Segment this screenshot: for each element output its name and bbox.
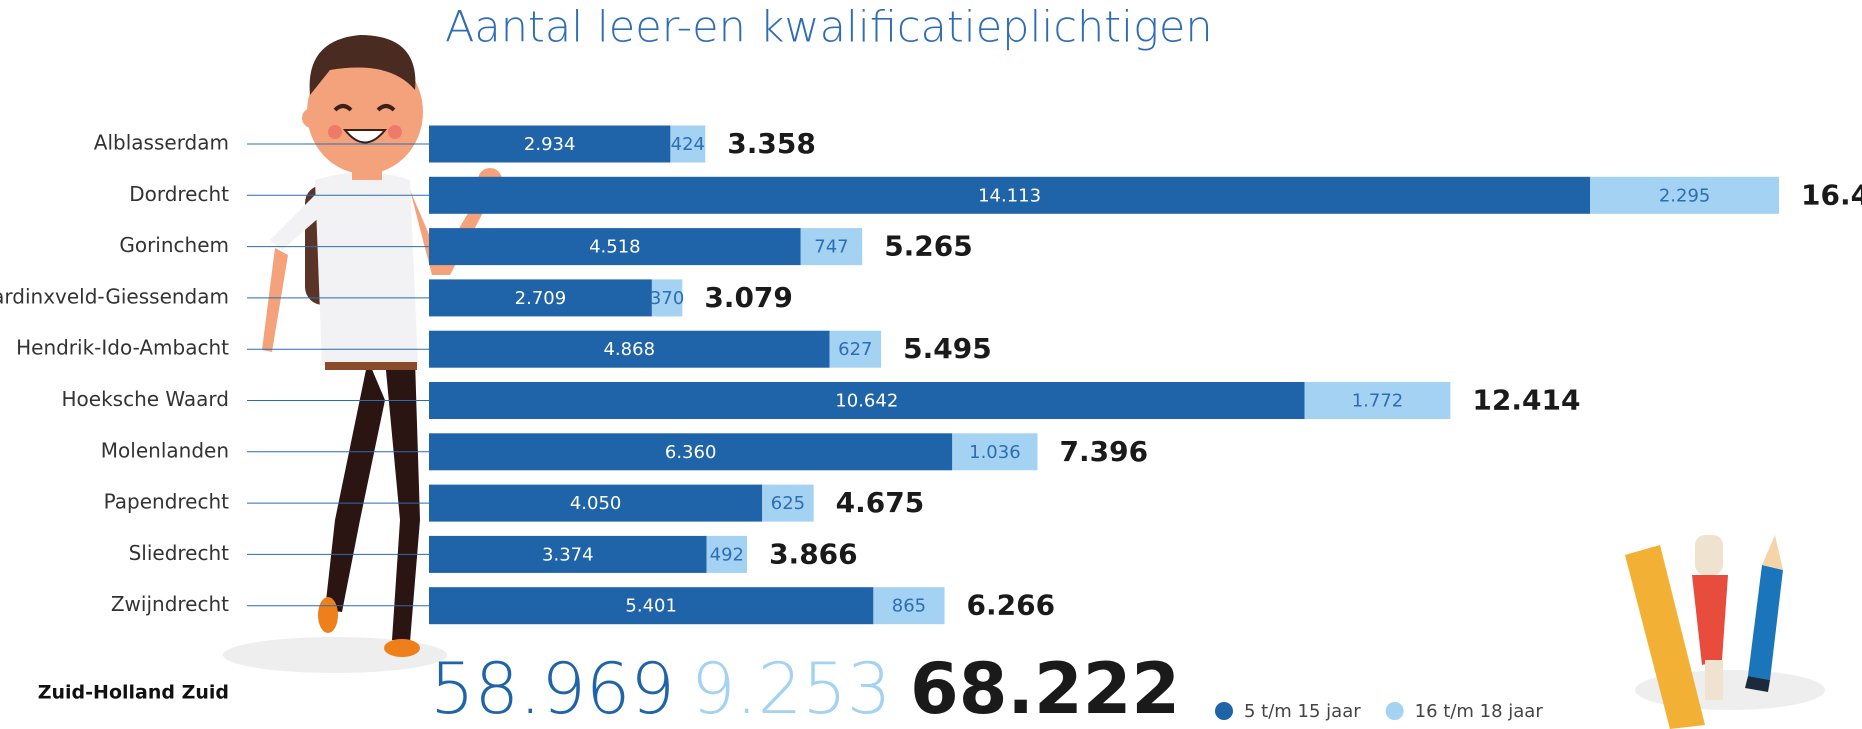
bar-segment — [429, 176, 1591, 214]
bar-value-label: 370 — [650, 288, 684, 309]
category-label: Gorinchem — [119, 233, 229, 257]
bar-segment — [429, 433, 953, 471]
category-label: Hoeksche Waard — [62, 387, 230, 411]
total-label: 3.866 — [769, 537, 858, 570]
bar-value-label: 1.772 — [1352, 391, 1404, 412]
bar-segment — [800, 228, 863, 266]
bar-segment — [429, 330, 830, 368]
summary-value: 9.253 — [691, 648, 891, 729]
illustration-stationery — [1625, 535, 1825, 729]
bar-value-label: 5.401 — [625, 596, 677, 617]
bar-segment — [429, 382, 1305, 419]
bar-segment — [1590, 176, 1779, 214]
category-label: Zwijndrecht — [111, 592, 229, 616]
category-label: Molenlanden — [101, 438, 229, 462]
total-label: 7.396 — [1060, 435, 1149, 468]
bar-value-label: 4.518 — [589, 237, 641, 258]
category-label: Dordrecht — [129, 182, 229, 206]
total-label: 3.079 — [704, 281, 793, 314]
summary-value: 58.969 — [430, 648, 675, 729]
bar-value-label: 14.113 — [978, 185, 1041, 206]
bar-segment — [670, 125, 706, 163]
legend-label: 5 t/m 15 jaar — [1244, 701, 1361, 722]
summary-value: 68.222 — [910, 648, 1180, 729]
bar-segment — [429, 228, 801, 266]
bar-value-label: 627 — [838, 339, 872, 360]
bar-segment — [1304, 382, 1451, 419]
bar-segment — [706, 535, 748, 573]
bar-segment — [829, 330, 882, 368]
bar-segment — [429, 535, 707, 573]
legend-label: 16 t/m 18 jaar — [1415, 701, 1544, 722]
bar-value-label: 2.709 — [515, 288, 567, 309]
category-label: Alblasserdam — [94, 131, 229, 155]
bar-value-label: 6.360 — [665, 442, 717, 463]
bar-value-label: 1.036 — [969, 442, 1021, 463]
bar-value-label: 625 — [771, 493, 805, 514]
category-label: Sliedrecht — [129, 541, 230, 565]
bar-segment — [873, 587, 945, 625]
total-label: 16.408 — [1801, 178, 1862, 211]
category-label: Hendrik-Ido-Ambacht — [16, 336, 229, 360]
bar-value-label: 2.934 — [524, 134, 576, 155]
bar-value-label: 865 — [892, 596, 926, 617]
bar-value-label: 747 — [814, 237, 848, 258]
total-label: 5.265 — [884, 230, 973, 263]
bar-value-label: 10.642 — [835, 391, 898, 412]
bar-segment — [429, 484, 763, 522]
summary-label: Zuid-Holland Zuid — [38, 682, 229, 704]
legend-swatch — [1385, 702, 1404, 720]
bar-value-label: 4.868 — [603, 339, 655, 360]
legend-swatch — [1215, 702, 1233, 720]
total-label: 4.675 — [836, 486, 925, 519]
category-label: Papendrecht — [104, 490, 230, 514]
bar-value-label: 4.050 — [570, 493, 622, 514]
bar-segment — [952, 433, 1038, 471]
bar-value-label: 2.295 — [1659, 185, 1711, 206]
bar-value-label: 492 — [710, 544, 744, 565]
bar-segment — [651, 279, 683, 317]
bar-value-label: 424 — [671, 134, 705, 155]
total-label: 5.495 — [903, 332, 992, 365]
total-label: 12.414 — [1472, 384, 1580, 417]
bar-segment — [429, 125, 671, 163]
total-label: 3.358 — [727, 127, 816, 160]
total-label: 6.266 — [967, 589, 1056, 622]
bar-value-label: 3.374 — [542, 544, 594, 565]
bar-segment — [429, 587, 874, 625]
chart-title: Aantal leer-en kwalificatieplichtigen — [445, 3, 1213, 53]
bar-segment — [429, 279, 652, 317]
bar-segment — [762, 484, 814, 522]
category-label: Hardinxveld-Giessendam — [0, 284, 229, 308]
